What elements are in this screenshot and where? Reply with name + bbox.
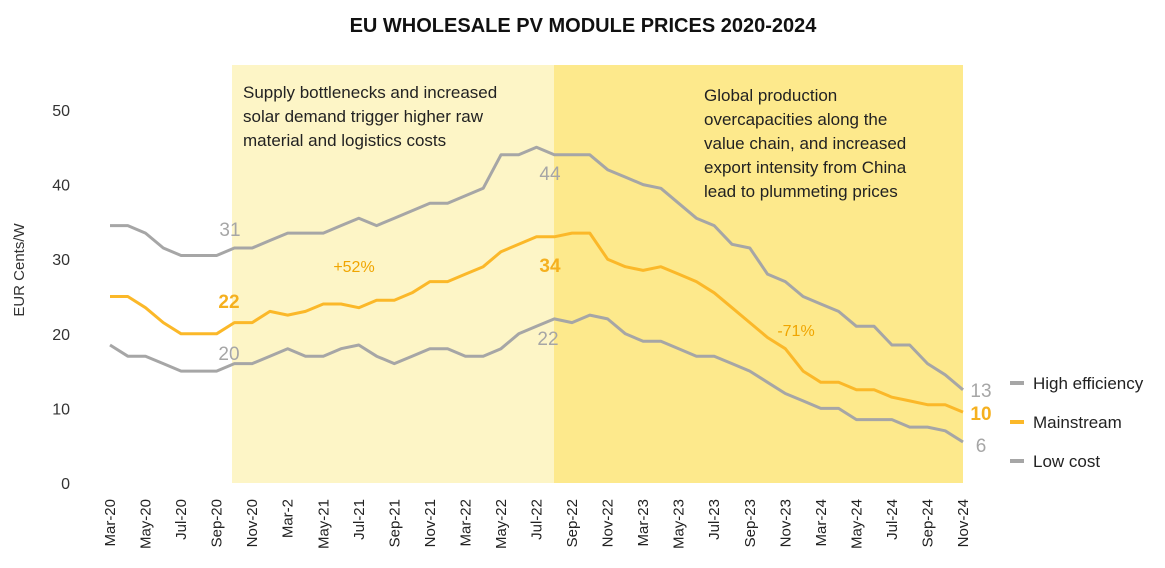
x-tick-label: Jul-24	[884, 499, 901, 540]
annotation: +52%	[333, 259, 374, 276]
annotation-line: export intensity from China	[704, 158, 907, 177]
annotation-line: solar demand trigger higher raw	[243, 107, 484, 126]
annotation-line: overcapacities along the	[704, 110, 887, 129]
annotation: 22	[537, 329, 558, 350]
legend-label: High efficiency	[1033, 374, 1144, 393]
x-tick-label: Nov-22	[600, 499, 617, 547]
x-tick-label: Sep-21	[386, 499, 403, 547]
annotation: Global production overcapacities along th…	[704, 86, 907, 201]
annotation-line: Supply bottlenecks and increased	[243, 83, 497, 102]
x-tick-label: Sep-22	[564, 499, 581, 547]
x-tick-label: Sep-23	[742, 499, 759, 547]
annotation: 20	[218, 344, 239, 365]
annotation-line: lead to plummeting prices	[704, 182, 898, 201]
x-tick-label: Jul-22	[529, 499, 546, 540]
annotation: 13	[970, 381, 991, 402]
x-tick-label: May-21	[315, 499, 332, 549]
chart-title: EU WHOLESALE PV MODULE PRICES 2020-2024	[350, 15, 818, 37]
annotation: 44	[539, 164, 561, 185]
annotation-line: material and logistics costs	[243, 131, 446, 150]
annotation: -71%	[777, 323, 814, 340]
shaded-period	[232, 65, 554, 483]
x-tick-label: May-23	[671, 499, 688, 549]
annotation: 6	[976, 436, 987, 457]
x-tick-label: Sep-24	[919, 499, 936, 547]
x-tick-label: Jul-20	[173, 499, 190, 540]
x-tick-label: Jul-21	[351, 499, 368, 540]
series-line	[109, 313, 964, 444]
x-tick-label: Mar-24	[813, 499, 830, 547]
legend-label: Low cost	[1033, 452, 1100, 471]
y-tick-label: 10	[52, 401, 70, 418]
x-tick-label: Nov-20	[244, 499, 261, 547]
annotation-line: Global production	[704, 86, 837, 105]
annotation: 10	[970, 404, 991, 425]
y-tick-label: 0	[61, 476, 70, 493]
series-line	[110, 145, 964, 391]
x-tick-label: May-24	[848, 499, 865, 549]
y-tick-label: 20	[52, 327, 70, 344]
y-tick-label: 30	[52, 252, 70, 269]
x-tick-label: Mar-2	[280, 499, 297, 538]
y-axis-title: EUR Cents/W	[11, 222, 28, 316]
annotation: 31	[219, 220, 240, 241]
x-tick-label: Mar-23	[635, 499, 652, 547]
x-tick-label: May-20	[138, 499, 155, 549]
legend-label: Mainstream	[1033, 413, 1122, 432]
x-tick-label: Jul-23	[706, 499, 723, 540]
x-tick-label: Nov-24	[955, 499, 972, 547]
annotation: 34	[539, 256, 561, 277]
y-tick-label: 40	[52, 178, 70, 195]
x-tick-label: May-22	[493, 499, 510, 549]
x-tick-label: Nov-23	[777, 499, 794, 547]
series-line	[110, 231, 964, 414]
annotation: Supply bottlenecks and increased solar de…	[243, 83, 497, 150]
x-tick-label: Mar-20	[102, 499, 119, 547]
x-tick-label: Nov-21	[422, 499, 439, 547]
shaded-period	[554, 65, 963, 483]
y-tick-label: 50	[52, 103, 70, 120]
annotation-line: value chain, and increased	[704, 134, 906, 153]
x-tick-label: Sep-20	[209, 499, 226, 547]
annotation: 22	[218, 292, 239, 313]
x-tick-label: Mar-22	[457, 499, 474, 547]
